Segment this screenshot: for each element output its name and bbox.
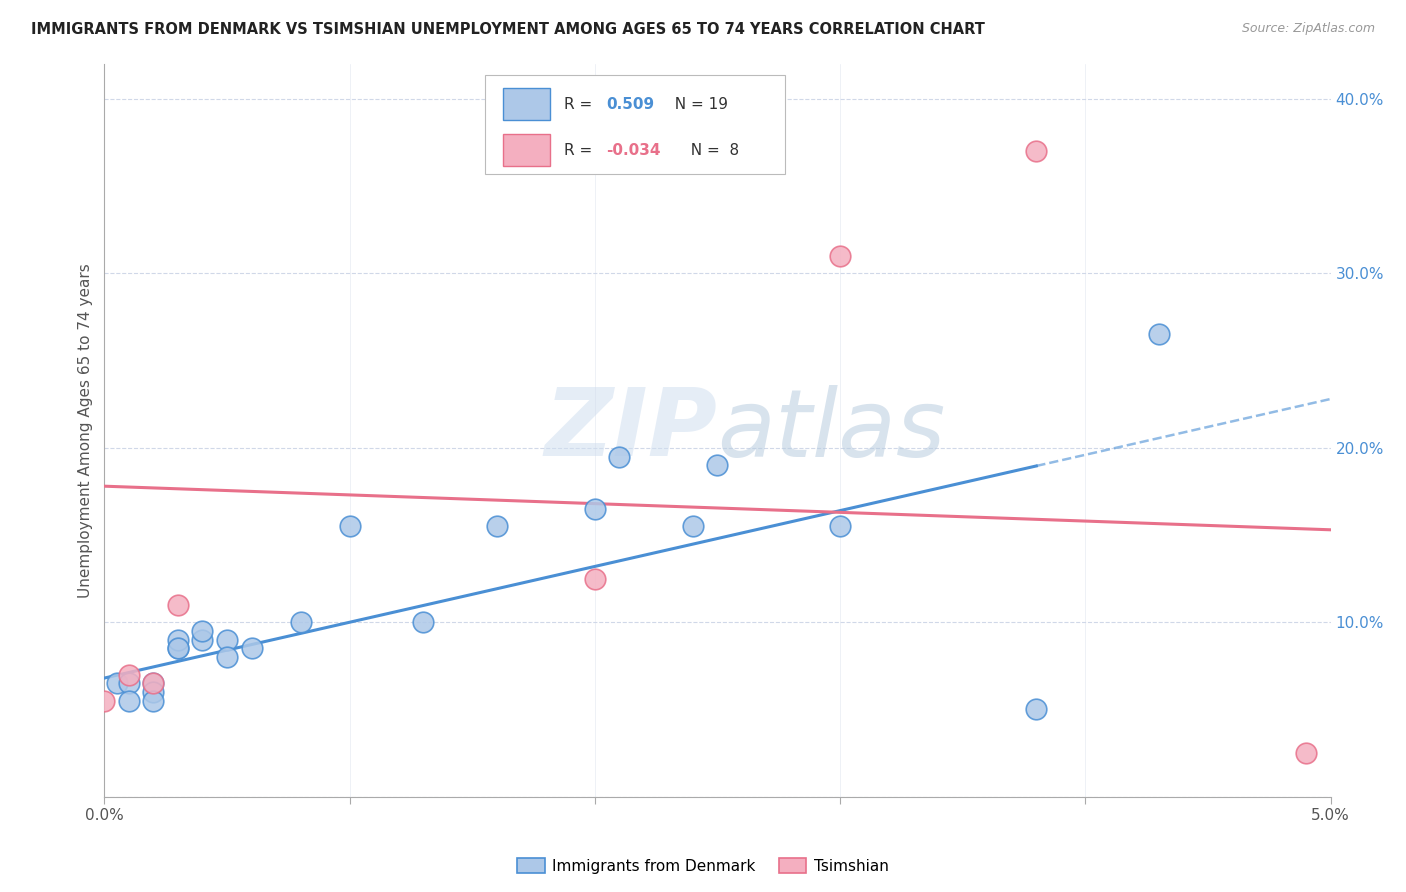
Point <box>118 694 141 708</box>
Point <box>191 632 214 647</box>
Legend: Immigrants from Denmark, Tsimshian: Immigrants from Denmark, Tsimshian <box>512 852 894 880</box>
Point <box>167 641 190 656</box>
FancyBboxPatch shape <box>503 134 550 166</box>
Point <box>167 598 190 612</box>
Point <box>215 632 238 647</box>
Point <box>142 694 165 708</box>
Text: atlas: atlas <box>717 384 946 475</box>
Point <box>290 615 312 630</box>
Point <box>191 624 214 638</box>
Point <box>1147 327 1170 342</box>
Text: IMMIGRANTS FROM DENMARK VS TSIMSHIAN UNEMPLOYMENT AMONG AGES 65 TO 74 YEARS CORR: IMMIGRANTS FROM DENMARK VS TSIMSHIAN UNE… <box>31 22 984 37</box>
Point <box>167 641 190 656</box>
Point <box>1025 702 1047 716</box>
Point <box>583 572 606 586</box>
Point <box>118 667 141 681</box>
Text: N = 19: N = 19 <box>665 97 728 112</box>
Point <box>142 685 165 699</box>
FancyBboxPatch shape <box>485 75 785 174</box>
Text: N =  8: N = 8 <box>681 143 738 158</box>
Text: -0.034: -0.034 <box>606 143 661 158</box>
Point <box>583 501 606 516</box>
Point <box>142 676 165 690</box>
Text: R =: R = <box>564 143 598 158</box>
Point <box>412 615 434 630</box>
Y-axis label: Unemployment Among Ages 65 to 74 years: Unemployment Among Ages 65 to 74 years <box>79 263 93 598</box>
Point <box>1295 746 1317 760</box>
Point <box>682 519 704 533</box>
Text: Source: ZipAtlas.com: Source: ZipAtlas.com <box>1241 22 1375 36</box>
Point <box>167 632 190 647</box>
FancyBboxPatch shape <box>503 88 550 120</box>
Point <box>830 249 852 263</box>
Text: ZIP: ZIP <box>544 384 717 476</box>
Text: 0.509: 0.509 <box>606 97 654 112</box>
Point <box>142 676 165 690</box>
Point <box>105 676 128 690</box>
Point <box>830 519 852 533</box>
Point <box>240 641 263 656</box>
Point <box>609 450 631 464</box>
Point <box>706 458 728 473</box>
Point <box>485 519 508 533</box>
Point <box>93 694 115 708</box>
Point <box>339 519 361 533</box>
Point <box>118 676 141 690</box>
Text: R =: R = <box>564 97 598 112</box>
Point <box>215 650 238 665</box>
Point <box>1025 145 1047 159</box>
